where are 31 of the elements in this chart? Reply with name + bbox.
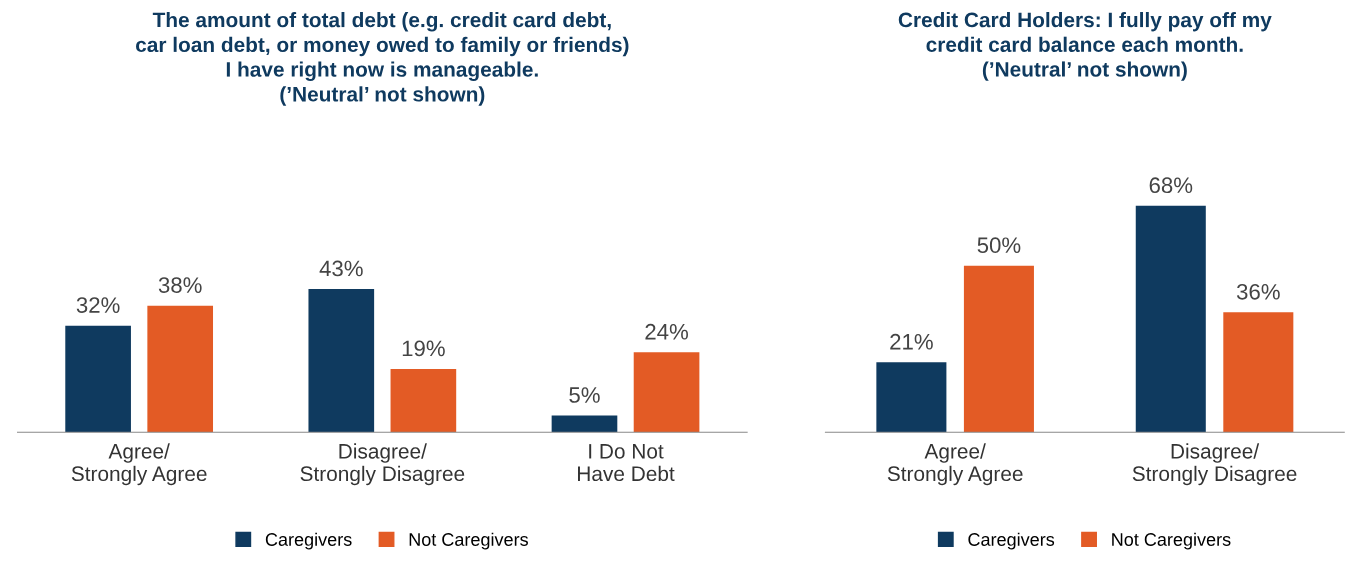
legend-label: Caregivers — [968, 532, 1055, 550]
bar — [551, 415, 618, 433]
x-tick-label: Disagree/ Strongly Disagree — [300, 443, 465, 486]
legend-label: Not Caregivers — [1112, 532, 1231, 550]
data-label: 43% — [319, 260, 363, 277]
data-label: 38% — [158, 277, 202, 293]
data-label: 36% — [1236, 283, 1280, 300]
bar — [308, 289, 375, 433]
chart-title: Credit Card Holders: I fully pay off my credit card balance each month. (’Neutral’ not shown) — [898, 11, 1272, 81]
bar — [633, 352, 700, 433]
x-tick-label: Agree/ Strongly Agree — [887, 443, 1023, 486]
bar — [1223, 312, 1294, 433]
bar — [963, 265, 1034, 433]
data-label: 68% — [1149, 177, 1193, 194]
bar — [1135, 205, 1206, 433]
legend-label: Not Caregivers — [409, 532, 528, 550]
x-tick-label: Disagree/ Strongly Disagree — [1132, 443, 1297, 486]
x-tick-label: Agree/ Strongly Agree — [71, 443, 207, 486]
data-label: 32% — [76, 297, 120, 313]
bar — [876, 362, 947, 433]
x-tick-label: I Do Not Have Debt — [578, 444, 675, 482]
bar — [65, 325, 131, 433]
data-label: 21% — [890, 333, 933, 350]
data-label: 5% — [569, 387, 600, 403]
bar — [147, 305, 214, 433]
data-label: 19% — [402, 340, 445, 357]
data-label: 24% — [645, 323, 688, 340]
bar — [390, 368, 457, 433]
chart-title: The amount of total debt (e.g. credit card debt, car loan debt, or money owed to family or friends) I have right now is manageable. (’Neutral’ not shown) — [136, 11, 629, 106]
legend-label: Caregivers — [265, 532, 352, 550]
data-label: 50% — [977, 237, 1021, 254]
